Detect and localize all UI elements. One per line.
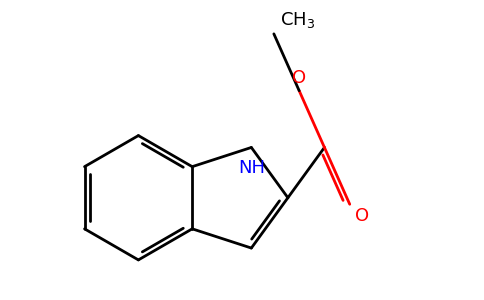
Text: NH: NH bbox=[238, 159, 265, 177]
Text: O: O bbox=[292, 69, 306, 87]
Text: CH$_3$: CH$_3$ bbox=[280, 10, 315, 30]
Text: O: O bbox=[355, 207, 369, 225]
